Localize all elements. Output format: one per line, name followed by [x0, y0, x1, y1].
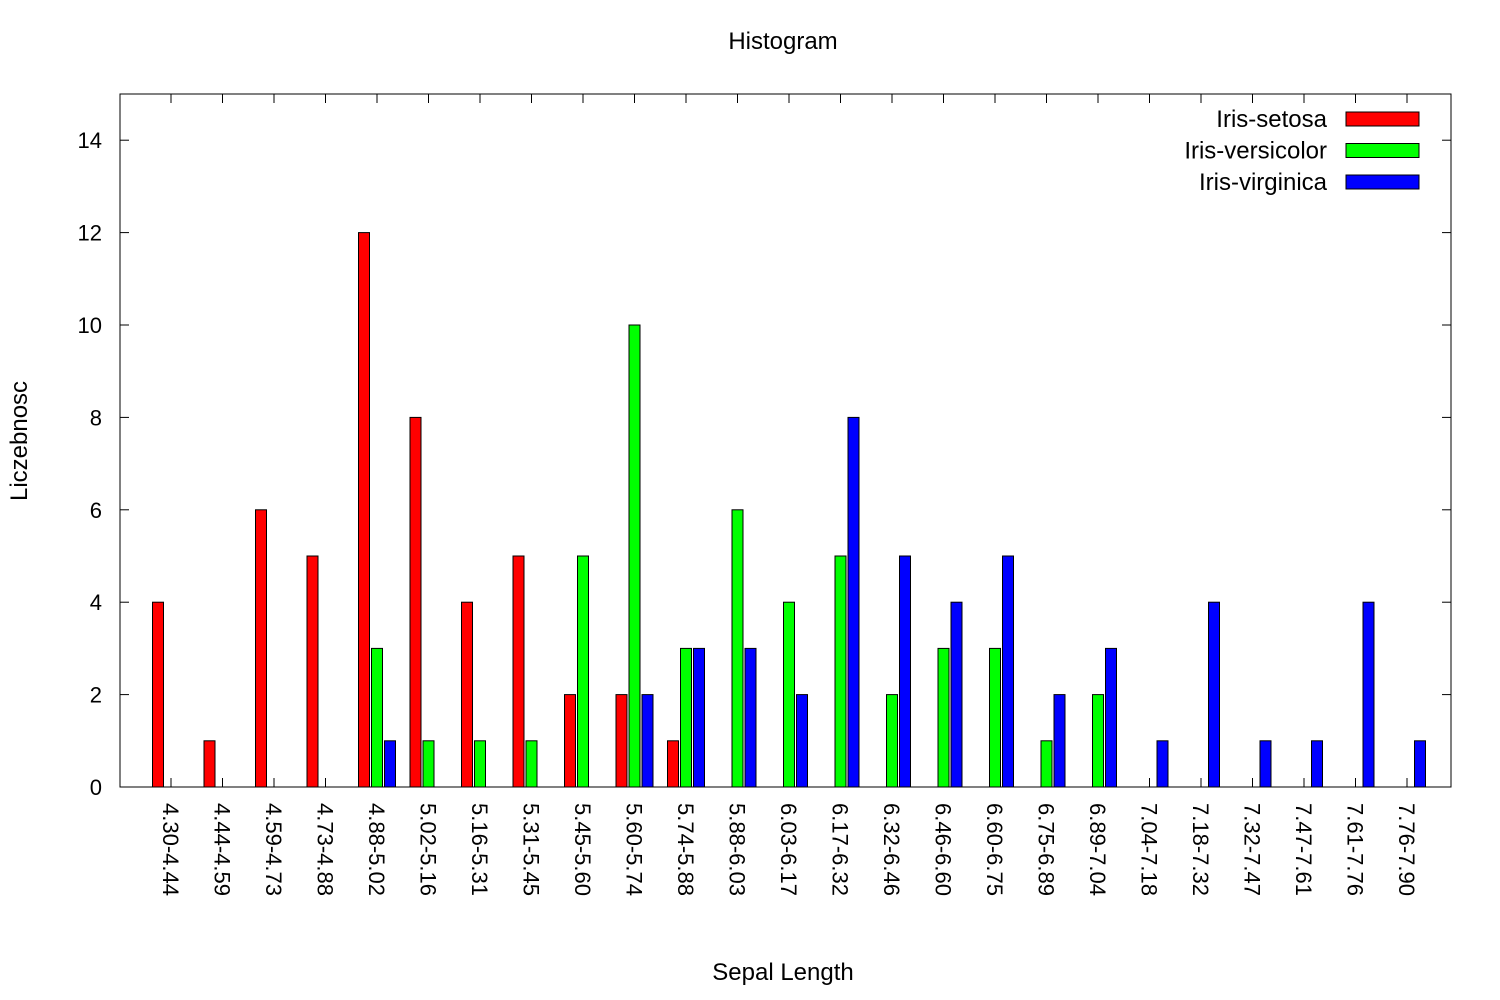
legend-swatch — [1345, 111, 1420, 127]
bar-iris-versicolor-11 — [731, 509, 744, 788]
x-tick-label: 4.73-4.88 — [313, 803, 338, 896]
legend-swatch — [1345, 174, 1420, 190]
x-tick-label: 7.32-7.47 — [1240, 803, 1265, 896]
y-tick-label: 14 — [78, 128, 102, 153]
bar-iris-versicolor-5 — [422, 740, 435, 788]
legend-label: Iris-virginica — [1199, 169, 1328, 196]
legend-swatch — [1345, 143, 1420, 158]
bar-iris-setosa-9 — [615, 694, 628, 788]
x-tick-label: 7.76-7.90 — [1394, 803, 1419, 896]
bar-iris-versicolor-14 — [886, 694, 898, 788]
y-tick-label: 10 — [78, 313, 102, 338]
y-tick-label: 8 — [90, 405, 102, 430]
x-tick-label: 6.17-6.32 — [828, 803, 853, 896]
x-tick-label: 7.04-7.18 — [1137, 803, 1162, 896]
bar-iris-versicolor-4 — [371, 647, 383, 788]
x-tick-label: 5.31-5.45 — [519, 803, 544, 896]
bar-iris-versicolor-7 — [525, 740, 538, 788]
bar-iris-versicolor-12 — [783, 601, 795, 788]
x-tick-label: 7.47-7.61 — [1291, 803, 1316, 896]
bar-iris-virginica-22 — [1311, 740, 1323, 788]
x-tick-label: 7.61-7.76 — [1343, 803, 1368, 896]
bar-iris-versicolor-6 — [474, 740, 486, 788]
x-tick-label: 6.89-7.04 — [1085, 803, 1110, 896]
y-axis-label: Liczebnosc — [6, 381, 33, 501]
bar-iris-virginica-20 — [1208, 601, 1220, 788]
plot-area-frame — [119, 93, 1452, 788]
x-tick-label: 6.60-6.75 — [982, 803, 1007, 896]
y-tick-label: 6 — [90, 498, 102, 523]
chart-title: Histogram — [728, 28, 837, 55]
x-tick-label: 5.16-5.31 — [467, 803, 492, 896]
bar-iris-versicolor-17 — [1040, 740, 1053, 788]
legend: Iris-setosa Iris-versicolor Iris-virginica — [1184, 106, 1420, 196]
bar-iris-versicolor-10 — [680, 647, 692, 788]
x-tick-label: 6.46-6.60 — [931, 803, 956, 896]
y-tick-label: 2 — [90, 683, 102, 708]
bar-iris-setosa-2 — [255, 509, 267, 788]
bar-iris-virginica-10 — [693, 647, 705, 788]
x-tick-label: 5.88-6.03 — [725, 803, 750, 896]
legend-label: Iris-versicolor — [1184, 138, 1327, 165]
bar-iris-setosa-0 — [152, 601, 164, 788]
bar-iris-virginica-19 — [1156, 740, 1169, 788]
bar-iris-versicolor-8 — [577, 555, 589, 788]
bar-iris-virginica-13 — [847, 416, 860, 788]
x-tick-label: 4.88-5.02 — [364, 803, 389, 896]
bar-iris-setosa-10 — [667, 740, 679, 788]
bar-iris-versicolor-13 — [834, 555, 847, 788]
bar-iris-virginica-12 — [796, 694, 808, 788]
x-tick-label: 6.32-6.46 — [879, 803, 904, 896]
bar-iris-virginica-14 — [899, 555, 911, 788]
x-axis-label: Sepal Length — [712, 959, 853, 986]
bar-iris-virginica-9 — [641, 694, 654, 788]
bar-iris-virginica-16 — [1002, 555, 1014, 788]
x-tick-label: 4.30-4.44 — [158, 803, 183, 896]
bar-iris-virginica-18 — [1105, 647, 1117, 788]
bar-iris-setosa-1 — [203, 740, 216, 788]
x-tick-label: 7.18-7.32 — [1188, 803, 1213, 896]
bar-iris-setosa-4 — [358, 232, 370, 788]
x-tick-label: 4.44-4.59 — [210, 803, 235, 896]
bar-iris-virginica-23 — [1362, 601, 1375, 788]
bars-group — [152, 232, 1426, 788]
x-tick-label: 4.59-4.73 — [261, 803, 286, 896]
y-tick-label: 0 — [90, 775, 102, 800]
y-tick-label: 4 — [90, 590, 102, 615]
bar-iris-virginica-21 — [1259, 740, 1272, 788]
x-tick-label: 5.45-5.60 — [570, 803, 595, 896]
bar-iris-virginica-15 — [950, 601, 963, 788]
bar-iris-versicolor-15 — [937, 647, 950, 788]
bar-iris-setosa-8 — [564, 694, 576, 788]
x-tick-label: 5.60-5.74 — [622, 803, 647, 896]
bar-iris-versicolor-16 — [989, 647, 1001, 788]
x-tick-label: 6.03-6.17 — [776, 803, 801, 896]
bar-iris-setosa-6 — [461, 601, 473, 788]
legend-label: Iris-setosa — [1216, 106, 1327, 133]
bar-iris-setosa-7 — [512, 555, 525, 788]
bar-iris-virginica-24 — [1414, 740, 1426, 788]
bar-iris-virginica-17 — [1053, 694, 1066, 788]
x-tick-label: 5.02-5.16 — [416, 803, 441, 896]
bar-iris-setosa-5 — [409, 416, 422, 788]
x-tick-label: 5.74-5.88 — [673, 803, 698, 896]
axis-ticks: 0 2 4 6 8 10 12 14 4.30-4.44 4.44-4.59 4.59-4.73 4.… — [78, 94, 1451, 896]
bar-iris-versicolor-9 — [628, 324, 641, 788]
y-tick-label: 12 — [78, 221, 102, 246]
bar-iris-virginica-11 — [744, 647, 757, 788]
bar-iris-versicolor-18 — [1092, 694, 1104, 788]
x-tick-label: 6.75-6.89 — [1034, 803, 1059, 896]
bar-iris-setosa-3 — [306, 555, 319, 788]
bar-iris-virginica-4 — [384, 740, 396, 788]
